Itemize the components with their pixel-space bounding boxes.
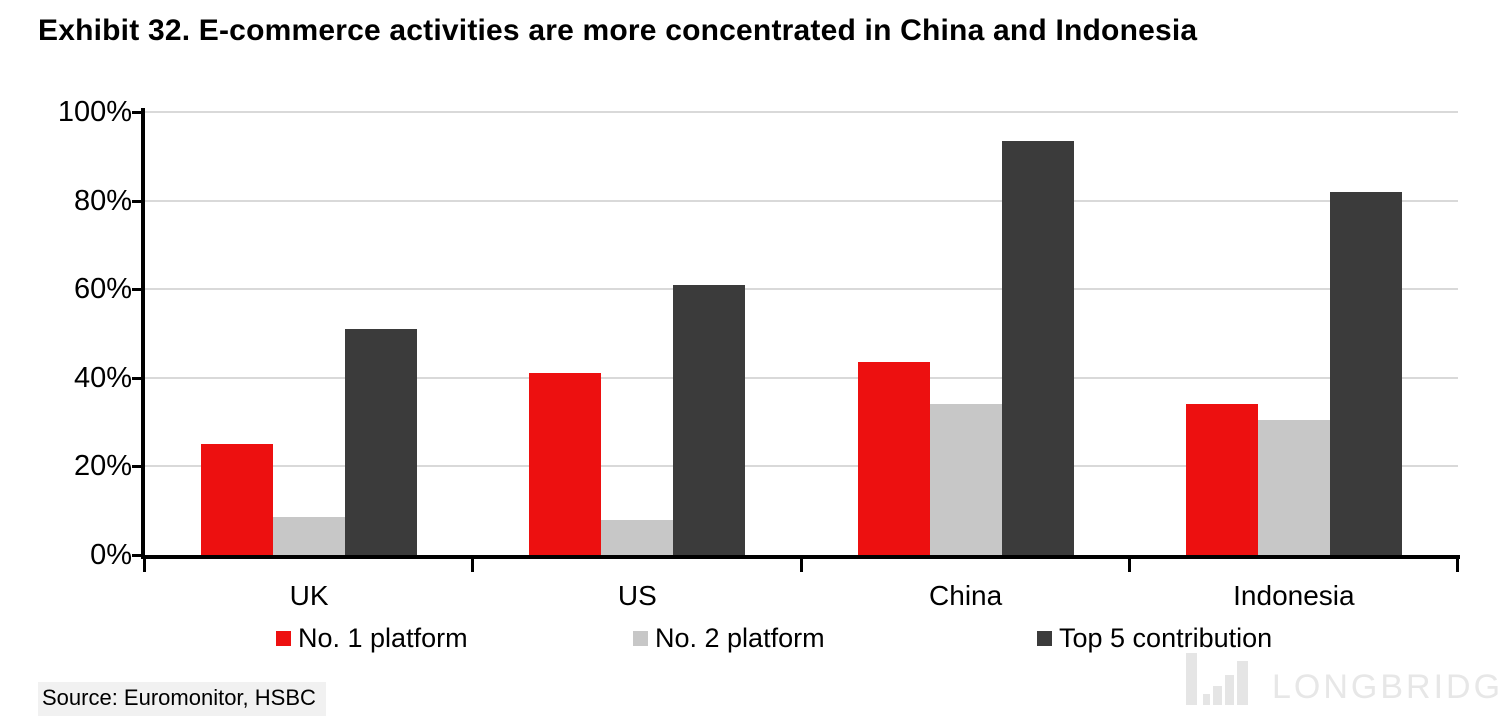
plot-area [145,111,1458,555]
y-axis-tick-mark [132,111,141,114]
x-axis-tick-mark [471,559,475,572]
legend-swatch-icon [1037,630,1052,646]
legend-label: No. 2 platform [655,622,825,653]
watermark-logo-icon [1186,653,1197,705]
gridline-20 [145,465,1458,468]
y-axis-tick-mark [132,376,141,380]
y-axis-tick-label: 60% [73,273,132,306]
bar-china-top-5-contribution [1001,140,1074,555]
bar-indonesia-no-2-platform [1257,419,1330,555]
bar-group-indonesia [1130,112,1458,555]
y-axis-tick-label: 100% [57,96,132,128]
gridline-80 [145,199,1458,202]
category-labels: UK US China Indonesia [145,580,1458,612]
bar-us-no-2-platform [601,519,674,555]
bar-china-no-2-platform [929,404,1002,555]
legend-swatch-icon [633,630,648,646]
gridline-100 [145,111,1458,113]
chart-title: Exhibit 32. E-commerce activities are mo… [38,14,1198,47]
bar-us-top-5-contribution [673,284,746,555]
bar-group-uk [145,112,473,555]
y-axis-tick-mark [132,554,141,557]
x-axis-tick-mark [1127,559,1131,572]
y-axis-tick-label: 80% [73,184,132,217]
gridline-60 [145,288,1458,291]
watermark-logo-icon [1237,661,1248,705]
bar-groups [145,112,1458,555]
bar-uk-top-5-contribution [345,329,418,555]
bar-indonesia-no-1-platform [1185,404,1258,555]
watermark-logo-icon [1213,686,1222,705]
watermark-text: LONGBRIDGE [1272,668,1500,706]
category-label-china: China [929,580,1003,611]
y-axis-tick-mark [132,199,141,203]
bar-group-us [473,112,801,555]
bar-china-no-1-platform [857,362,930,555]
bar-us-no-1-platform [529,373,602,555]
y-axis-tick-mark [132,465,141,469]
y-axis-tick-label: 20% [73,450,132,483]
y-axis-line [141,108,145,559]
category-label-uk: UK [289,580,329,611]
category-label-indonesia: Indonesia [1233,580,1355,611]
source-note: Source: Euromonitor, HSBC [38,682,326,716]
category-label-us: US [617,580,657,611]
watermark-logo-icon [1203,694,1210,705]
legend-label: No. 1 platform [298,622,468,653]
x-axis-tick-mark [1456,559,1459,572]
legend-swatch-icon [276,630,291,646]
y-axis-tick-label: 40% [73,361,132,394]
watermark-logo-icon [1225,675,1234,705]
bar-indonesia-top-5-contribution [1329,191,1402,555]
legend-item-top-5-contribution: Top 5 contribution [1037,622,1272,654]
x-axis-tick-mark [143,559,146,572]
legend-item-no-2-platform: No. 2 platform [633,622,825,654]
legend-item-no-1-platform: No. 1 platform [276,622,468,654]
bar-group-china [802,112,1130,555]
x-axis-line [141,555,1460,559]
bar-uk-no-2-platform [273,517,346,555]
bar-uk-no-1-platform [201,444,274,555]
gridline-40 [145,376,1458,379]
x-axis-tick-mark [799,559,803,572]
y-axis-tick-mark [132,288,141,292]
y-axis-tick-label: 0% [90,539,132,571]
legend-label: Top 5 contribution [1059,622,1273,653]
